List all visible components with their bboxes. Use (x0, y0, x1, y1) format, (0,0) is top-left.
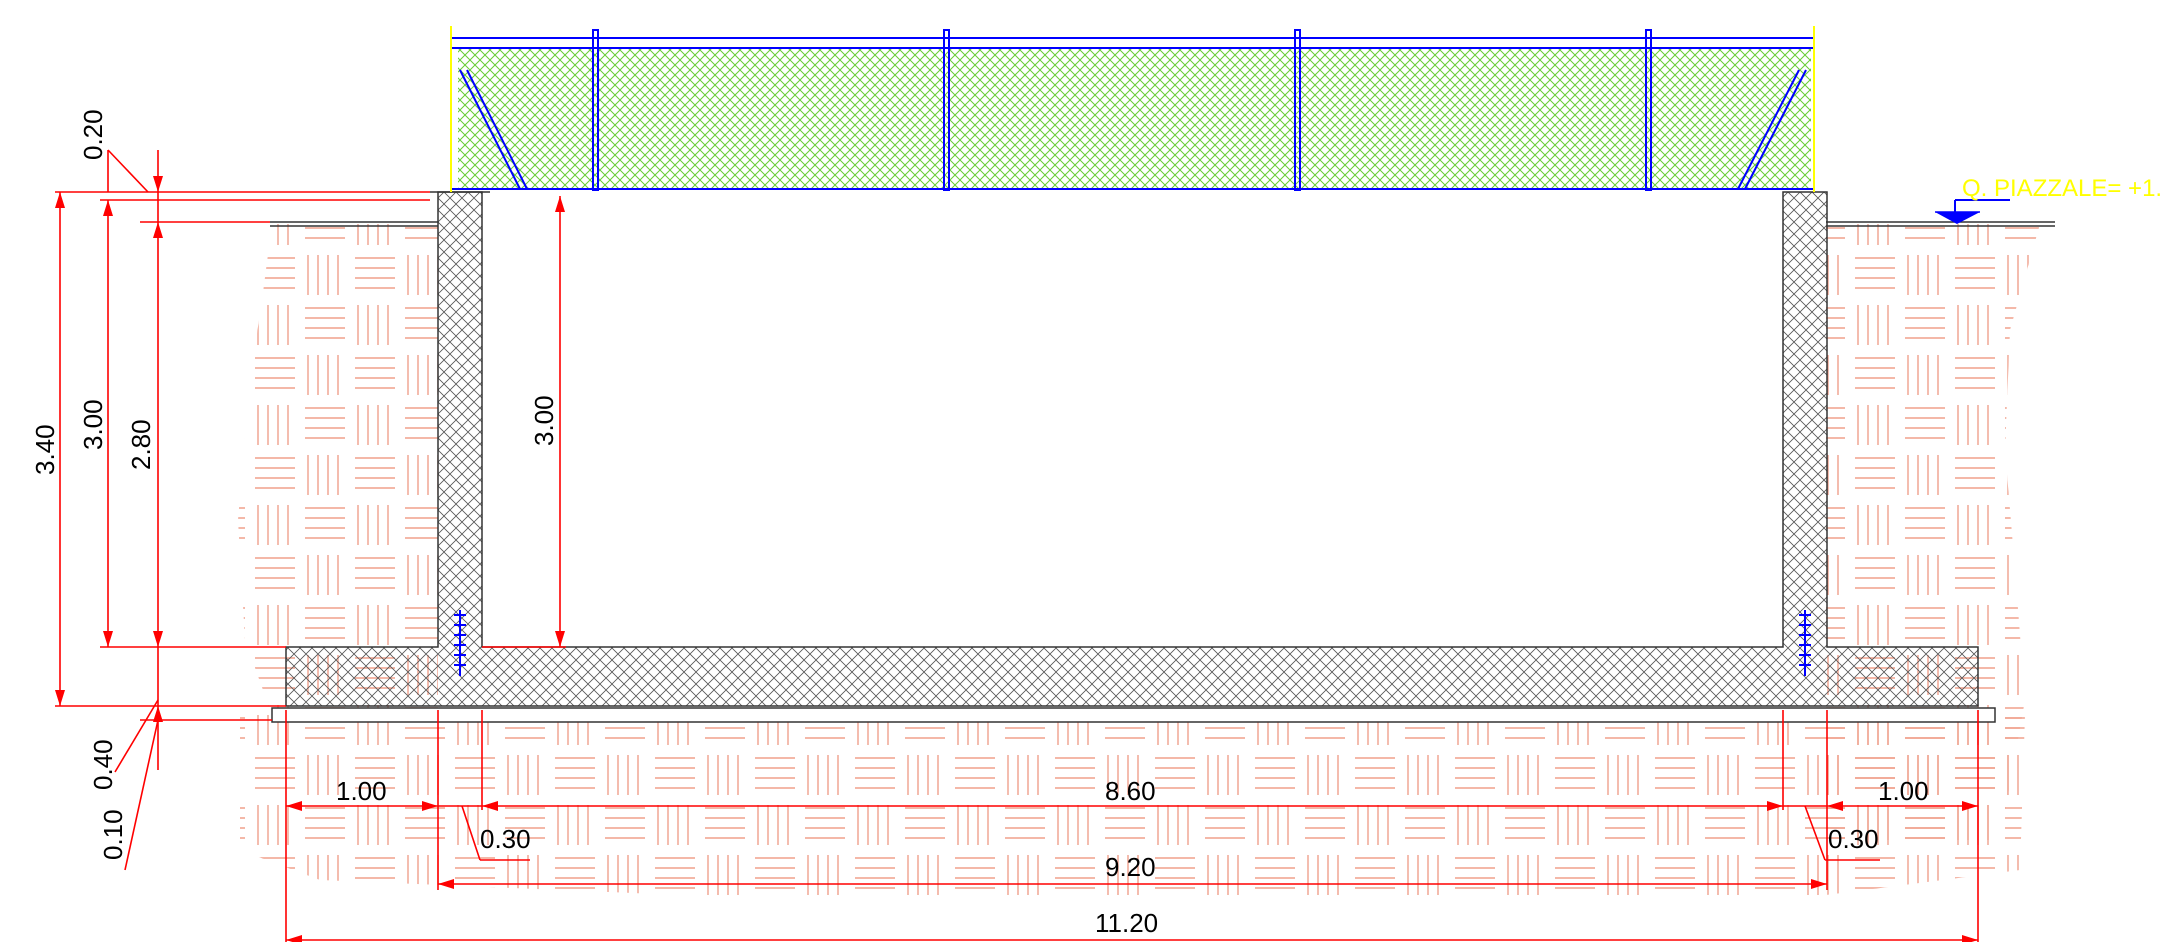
dim-inner-axis-width: 9.20 (1105, 852, 1156, 882)
ground-line (270, 221, 2055, 227)
dim-wall-height: 3.00 (78, 399, 108, 450)
dim-clear-height: 3.00 (529, 395, 559, 446)
dim-left-toe: 1.00 (336, 776, 387, 806)
level-label: Q. PIAZZALE= +1. (1962, 175, 2162, 202)
waterstop-right (1799, 610, 1811, 676)
concrete-section (285, 191, 1979, 707)
dimension-labels: 0.20 3.40 3.00 2.80 3.00 0.40 0.10 1.00 … (30, 109, 1929, 938)
dim-top-offset: 0.20 (78, 109, 108, 160)
dim-lean-concrete: 0.10 (98, 809, 128, 860)
level-marker: Q. PIAZZALE= +1. (1935, 175, 2162, 224)
dimension-lines (55, 149, 1979, 942)
dim-left-wall-thickness: 0.30 (480, 824, 531, 854)
dim-right-wall-thickness: 0.30 (1828, 824, 1879, 854)
dim-slab-thickness: 0.40 (88, 739, 118, 790)
soil-hatch (238, 224, 2040, 900)
fence (450, 26, 1815, 192)
dim-inner-clear-width: 8.60 (1105, 776, 1156, 806)
dim-inner-height: 2.80 (126, 419, 156, 470)
lean-concrete-layer (271, 707, 1996, 723)
dim-right-toe: 1.00 (1878, 776, 1929, 806)
dim-total-height: 3.40 (30, 424, 60, 475)
waterstop-left (454, 610, 466, 676)
dim-overall-width: 11.20 (1095, 908, 1158, 938)
dimension-arrows (55, 176, 1978, 942)
